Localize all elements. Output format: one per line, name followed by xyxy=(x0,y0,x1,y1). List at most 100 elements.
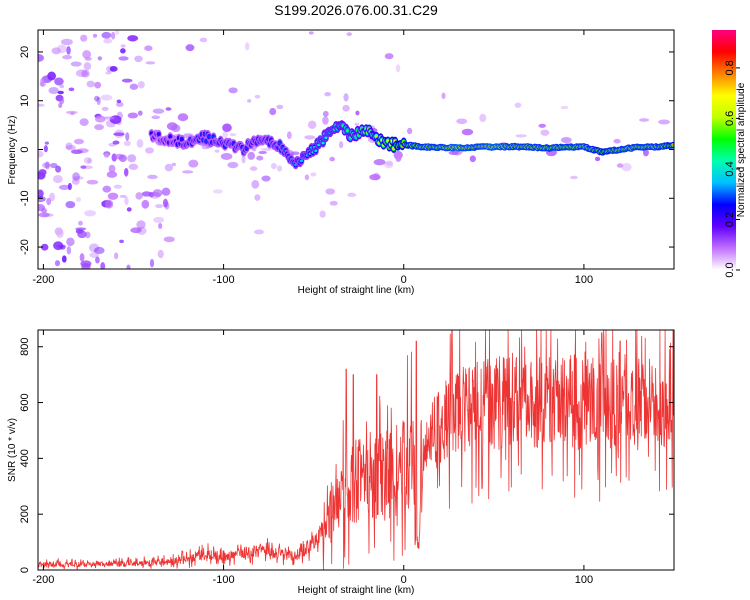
spectrogram-blob xyxy=(38,212,50,218)
spectrogram-blob xyxy=(222,131,229,138)
spectrogram-blob xyxy=(38,189,44,198)
spectrogram-blob xyxy=(127,154,137,163)
ridge-core xyxy=(671,144,674,146)
snr-y-tick-label: 800 xyxy=(19,338,31,356)
spectrogram-blob xyxy=(322,116,329,125)
spectrogram-blob xyxy=(155,204,164,209)
spectrogram-blob xyxy=(269,107,277,116)
spectrogram-blob xyxy=(101,106,109,112)
colorbar-ticks: 0.0 0.2 0.4 0.6 0.8 xyxy=(724,60,740,278)
spectrogram-blob xyxy=(81,69,90,78)
spectrogram-blob xyxy=(55,165,62,173)
snr-x-tick-label: 0 xyxy=(401,574,407,586)
spectrogram-blob xyxy=(87,157,93,164)
spectrogram-blob xyxy=(78,220,83,226)
spectrogram-blob xyxy=(152,108,165,114)
spectrogram-blob xyxy=(456,118,468,125)
spectrogram-blob xyxy=(276,104,284,110)
spectrogram-blob xyxy=(46,197,52,206)
spectrogram-blob xyxy=(92,33,98,38)
spectrogram-blob xyxy=(65,110,78,115)
spectrogram-blob xyxy=(286,131,292,140)
spectrogram-blob xyxy=(68,87,75,92)
spectrogram-blob xyxy=(103,38,113,44)
spectrogram-noise-blobs xyxy=(38,30,671,269)
spectrogram-blob xyxy=(254,194,261,201)
spectrogram-blob xyxy=(118,56,129,61)
spectrogram-blob xyxy=(62,55,72,60)
spectrogram-blob xyxy=(119,194,127,198)
spectrogram-blob xyxy=(49,192,56,202)
spectrogram-blob xyxy=(59,84,65,89)
spectrogram-blob xyxy=(54,227,63,236)
spectrogram-blob xyxy=(151,115,160,120)
spectrogram-blob xyxy=(80,34,88,42)
spectrogram-blob xyxy=(135,192,143,200)
spectrogram-blob xyxy=(110,31,116,40)
ridge-core xyxy=(157,132,161,136)
spectrogram-x-tick-label: 0 xyxy=(401,274,407,286)
spectrogram-blob xyxy=(136,220,146,230)
spectrogram-blob xyxy=(162,198,168,208)
spectrogram-blob xyxy=(58,184,71,190)
spectrogram-blob xyxy=(130,227,142,234)
spectrogram-blob xyxy=(158,223,163,230)
spectrogram-blob xyxy=(80,165,87,169)
spectrogram-blob xyxy=(177,113,189,122)
spectrogram-blob xyxy=(61,255,67,263)
spectrogram-blob xyxy=(256,155,264,161)
spectrogram-blob xyxy=(44,141,49,145)
spectrogram-blob xyxy=(145,147,154,154)
ridge-core xyxy=(299,159,304,163)
spectrogram-blob xyxy=(307,120,317,129)
spectrogram-blob xyxy=(515,134,527,138)
spectrogram-blob xyxy=(319,210,326,218)
spectrogram-blob xyxy=(70,149,83,154)
spectrogram-blob xyxy=(38,53,44,62)
spectrogram-blob xyxy=(384,161,394,169)
spectrogram-blob xyxy=(72,172,80,181)
spectrogram-blob xyxy=(540,129,550,136)
colorbar-tick-label: 0.8 xyxy=(724,60,736,75)
spectrogram-blob xyxy=(102,116,115,120)
spectrogram-blob xyxy=(66,46,71,55)
spectrogram-blob xyxy=(94,81,102,89)
spectrogram-blob xyxy=(95,256,100,264)
spectrogram-blob xyxy=(342,104,350,112)
spectrogram-blob xyxy=(70,61,82,67)
spectrogram-y-tick-label: 20 xyxy=(19,46,31,58)
spectrogram-blob xyxy=(164,163,174,172)
spectrogram-blob xyxy=(115,30,120,35)
spectrogram-blob xyxy=(227,161,239,169)
spectrogram-blob xyxy=(247,151,255,160)
ridge-core xyxy=(207,135,211,139)
spectrogram-blob xyxy=(41,243,49,251)
spectrogram-blob xyxy=(199,37,208,43)
spectrogram-blob xyxy=(395,153,402,163)
snr-x-tick-label: -200 xyxy=(32,574,54,586)
spectrogram-blob xyxy=(83,62,92,71)
spectrogram-blob xyxy=(118,154,127,162)
spectrogram-blob xyxy=(188,159,199,168)
spectrogram-blob xyxy=(126,207,132,212)
ridge-core xyxy=(168,135,172,138)
spectrogram-blob xyxy=(38,150,44,158)
spectrogram-blob xyxy=(79,118,89,127)
spectrogram-blob xyxy=(124,196,129,206)
snr-frame xyxy=(37,329,675,571)
spectrogram-blob xyxy=(304,174,310,181)
spectrogram-blob xyxy=(251,180,260,189)
spectrogram-blob xyxy=(241,155,246,164)
spectrogram-blob xyxy=(153,216,165,224)
spectrogram-x-label: Height of straight line (km) xyxy=(298,285,415,296)
spectrogram-blob xyxy=(148,191,154,198)
spectrogram-blob xyxy=(49,162,58,169)
spectrogram-blob xyxy=(569,175,578,180)
spectrogram-blob xyxy=(347,192,357,198)
figure-title: S199.2026.076.00.31.C29 xyxy=(274,2,438,18)
spectrogram-blob xyxy=(96,96,101,106)
spectrogram-ridge xyxy=(148,120,674,170)
snr-series xyxy=(38,330,674,570)
spectrogram-blob xyxy=(121,78,133,83)
spectrogram-blob xyxy=(560,136,572,144)
